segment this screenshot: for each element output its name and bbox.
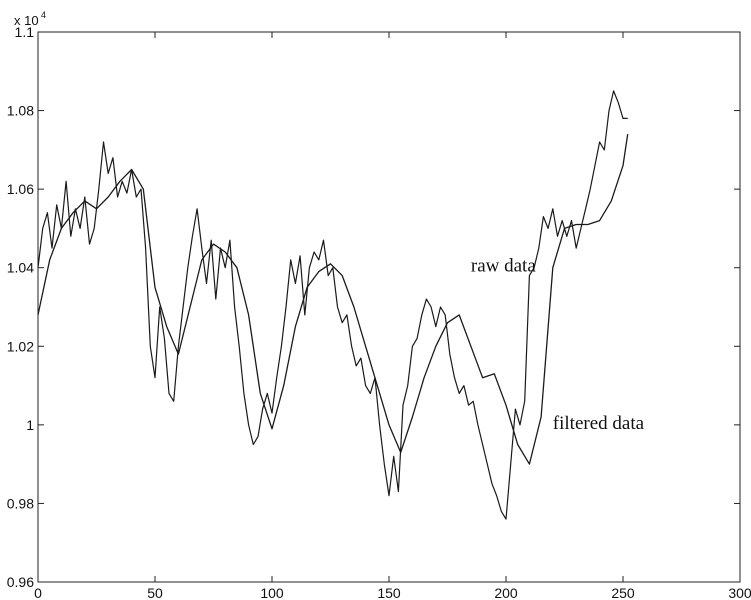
annotation-raw-data: raw data xyxy=(471,256,536,277)
annotation-filtered-data: filtered data xyxy=(553,413,645,434)
x-tick-label: 200 xyxy=(494,585,518,600)
y-tick-label: 0.98 xyxy=(7,495,34,511)
x-tick-label: 100 xyxy=(260,585,284,600)
x-tick-label: 150 xyxy=(377,585,401,600)
y-tick-label: 0.96 xyxy=(7,574,34,590)
y-tick-label: 1.02 xyxy=(7,338,34,354)
y-tick-label: 1.06 xyxy=(7,181,34,197)
y-tick-label: 1.04 xyxy=(7,260,34,276)
series-line-raw xyxy=(37,90,628,520)
x-tick-label: 50 xyxy=(147,585,163,600)
y-tick-label: 1.08 xyxy=(7,103,34,119)
x-tick-label: 250 xyxy=(611,585,635,600)
y-multiplier-label: x 10 xyxy=(14,13,39,28)
y-tick-label: 1.1 xyxy=(15,24,35,40)
y-multiplier-exponent: 4 xyxy=(41,10,46,20)
series-layer xyxy=(37,90,629,520)
y-tick-label: 1 xyxy=(26,417,34,433)
x-tick-label: 0 xyxy=(34,585,42,600)
series-line-filtered xyxy=(37,134,629,465)
x-tick-label: 300 xyxy=(728,585,751,600)
y-axis-ticks: 0.96 0.98 1 1.02 1.04 1.06 1.08 1.1 xyxy=(7,24,740,590)
x-axis-ticks: 0 50 100 150 200 250 300 xyxy=(34,32,751,600)
plot-frame xyxy=(37,31,741,583)
